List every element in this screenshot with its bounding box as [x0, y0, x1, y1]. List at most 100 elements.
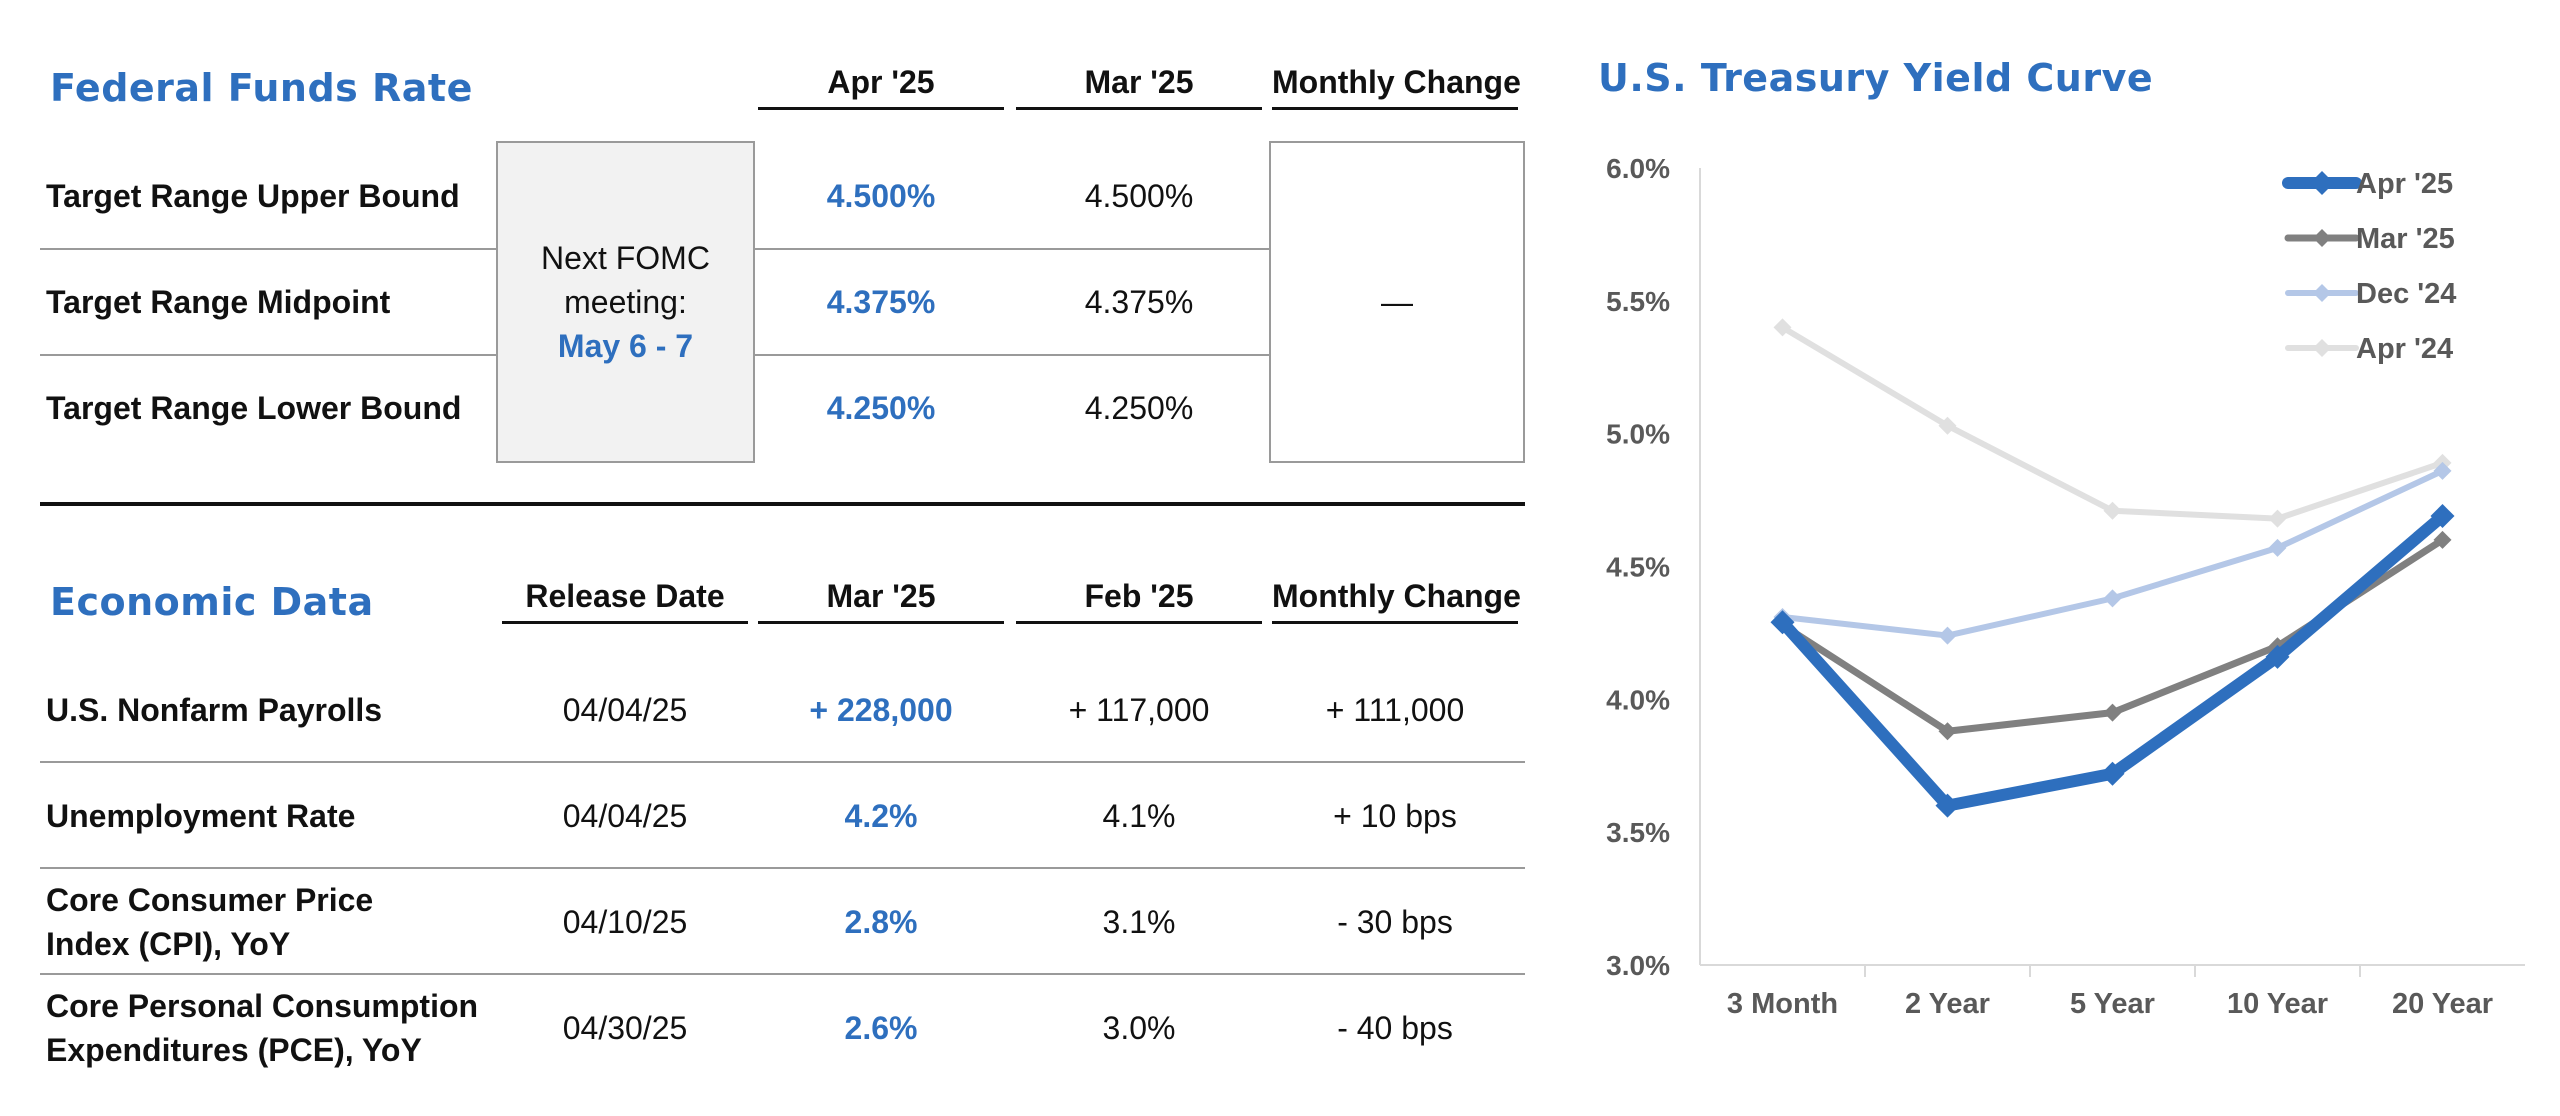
- econ-release-date: 04/10/25: [562, 904, 688, 940]
- legend-label: Mar '25: [2356, 223, 2455, 255]
- series-point: [1773, 318, 1792, 337]
- econ-row-label-line2: Index (CPI), YoY: [46, 926, 291, 962]
- econ-row-label-line1: Core Personal Consumption: [46, 988, 479, 1024]
- x-tick-label: 3 Month: [1727, 988, 1838, 1020]
- section-divider: [40, 502, 1525, 506]
- econ-row-label: Core Personal Consumption Expenditures (…: [46, 984, 478, 1072]
- econ-release-date: 04/04/25: [562, 692, 688, 728]
- econ-current-value: 2.6%: [844, 1010, 918, 1046]
- fomc-meeting-box: Next FOMC meeting: May 6 - 7: [496, 141, 755, 463]
- econ-row-divider: [40, 867, 1525, 869]
- fed-row-label: Target Range Lower Bound: [46, 390, 462, 426]
- series-point: [2433, 453, 2452, 472]
- x-tick-label: 10 Year: [2227, 988, 2328, 1020]
- legend-label: Dec '24: [2356, 278, 2456, 310]
- series-point: [1935, 793, 1960, 818]
- econ-col-change: Monthly Change: [1272, 578, 1521, 624]
- series-point: [2103, 589, 2122, 608]
- series-point: [2268, 637, 2287, 656]
- series-point: [1770, 610, 1795, 635]
- econ-change-value: + 10 bps: [1333, 798, 1457, 834]
- fed-row-divider: [755, 354, 1269, 356]
- econ-row-label-line2: Expenditures (PCE), YoY: [46, 1032, 422, 1068]
- series-point: [2265, 644, 2290, 669]
- econ-col-current: Mar '25: [758, 578, 1004, 624]
- series-point: [2103, 703, 2122, 722]
- series-line: [1779, 324, 2446, 522]
- fed-current-value: 4.375%: [826, 284, 936, 320]
- econ-current-value: 4.2%: [844, 798, 918, 834]
- fed-row-divider: [40, 354, 496, 356]
- econ-current-value: + 228,000: [809, 692, 953, 728]
- fomc-date: May 6 - 7: [557, 328, 694, 364]
- legend-marker: [2313, 229, 2331, 247]
- legend-label: Apr '24: [2356, 333, 2453, 365]
- econ-prior-value: + 117,000: [1068, 692, 1210, 728]
- fed-change-value: —: [1381, 284, 1413, 320]
- fed-funds-title: Federal Funds Rate: [50, 66, 473, 110]
- legend-marker: [2313, 284, 2331, 302]
- x-tick-label: 5 Year: [2070, 988, 2155, 1020]
- economic-title: Economic Data: [50, 580, 374, 624]
- fed-current-value: 4.250%: [826, 390, 936, 426]
- econ-prior-value: 4.1%: [1102, 798, 1176, 834]
- econ-change-value: - 30 bps: [1337, 904, 1453, 940]
- econ-release-date: 04/04/25: [562, 798, 688, 834]
- econ-row-label-line1: Core Consumer Price: [46, 882, 374, 918]
- series-line: [1779, 467, 2446, 639]
- fed-prior-value: 4.500%: [1084, 178, 1194, 214]
- econ-prior-value: 3.1%: [1102, 904, 1176, 940]
- fed-col-current: Apr '25: [758, 64, 1004, 110]
- fomc-line2: meeting:: [564, 284, 687, 320]
- series-line: [1776, 510, 2449, 812]
- series-line: [1779, 536, 2446, 735]
- econ-row-label: Core Consumer Price Index (CPI), YoY: [46, 878, 373, 966]
- legend-label: Apr '25: [2356, 168, 2453, 200]
- y-tick-label: 6.0%: [1606, 153, 1670, 184]
- y-tick-label: 5.5%: [1606, 286, 1670, 317]
- y-tick-label: 4.5%: [1606, 552, 1670, 583]
- series-point: [2103, 501, 2122, 520]
- fed-col-prior: Mar '25: [1016, 64, 1262, 110]
- legend-marker: [2310, 171, 2334, 195]
- fed-prior-value: 4.375%: [1084, 284, 1194, 320]
- x-tick-label: 20 Year: [2392, 988, 2493, 1020]
- series-point: [1773, 607, 1792, 626]
- series-point: [1938, 626, 1957, 645]
- econ-release-date: 04/30/25: [562, 1010, 688, 1046]
- series-point: [2100, 761, 2125, 786]
- econ-col-prior: Feb '25: [1016, 578, 1262, 624]
- series-point: [2268, 538, 2287, 557]
- fed-col-change: Monthly Change: [1272, 64, 1521, 110]
- y-tick-label: 3.5%: [1606, 817, 1670, 848]
- econ-prior-value: 3.0%: [1102, 1010, 1176, 1046]
- y-tick-label: 4.0%: [1606, 684, 1670, 715]
- econ-row-label: Unemployment Rate: [46, 798, 356, 834]
- series-point: [2430, 504, 2455, 529]
- series-point: [1773, 615, 1792, 634]
- econ-col-release: Release Date: [502, 578, 748, 624]
- series-point: [2268, 509, 2287, 528]
- fed-row-label: Target Range Midpoint: [46, 284, 391, 320]
- fed-change-box: —: [1269, 141, 1525, 463]
- fed-row-divider: [40, 248, 496, 250]
- econ-row-label: U.S. Nonfarm Payrolls: [46, 692, 383, 728]
- fed-row-label: Target Range Upper Bound: [46, 178, 460, 214]
- series-point: [2433, 530, 2452, 549]
- series-point: [1938, 722, 1957, 741]
- econ-current-value: 2.8%: [844, 904, 918, 940]
- fed-current-value: 4.500%: [826, 178, 936, 214]
- chart-title: U.S. Treasury Yield Curve: [1598, 56, 2154, 100]
- fed-prior-value: 4.250%: [1084, 390, 1194, 426]
- econ-change-value: - 40 bps: [1337, 1010, 1453, 1046]
- y-tick-label: 3.0%: [1606, 950, 1670, 981]
- legend-marker: [2313, 339, 2331, 357]
- x-tick-label: 2 Year: [1905, 988, 1990, 1020]
- series-point: [1938, 416, 1957, 435]
- econ-row-divider: [40, 973, 1525, 975]
- econ-row-divider: [40, 761, 1525, 763]
- econ-change-value: + 111,000: [1325, 692, 1465, 728]
- y-tick-label: 5.0%: [1606, 419, 1670, 450]
- fed-row-divider: [755, 248, 1269, 250]
- fomc-line1: Next FOMC: [541, 240, 710, 276]
